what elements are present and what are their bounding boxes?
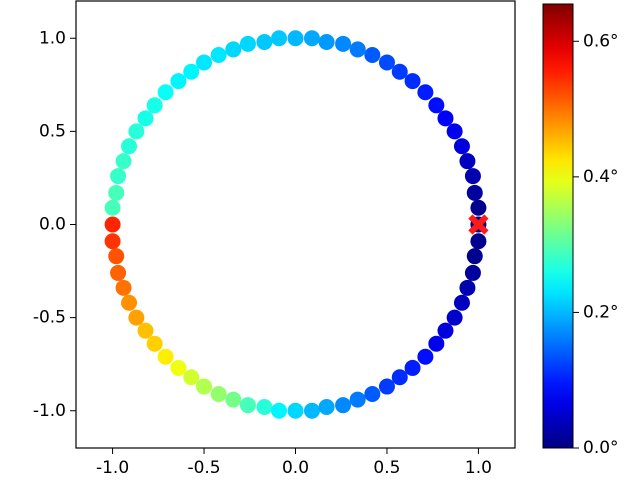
scatter-point [404,359,421,376]
scatter-point [210,47,227,64]
scatter-point [170,359,187,376]
scatter-point [349,391,366,408]
y-tick-label: -0.5 [33,308,66,328]
scatter-point [121,138,138,155]
scatter-point [446,309,463,326]
scatter-point [110,168,127,185]
scatter-point [437,110,454,127]
colorbar-tick-label: 0.6° [583,31,619,51]
scatter-point [128,123,145,140]
scatter-point [364,385,381,402]
scatter-point [239,35,256,52]
scatter-point [157,84,174,101]
x-tick-label: -0.5 [187,458,220,478]
scatter-point [417,348,434,365]
highlight-marker [468,214,489,235]
scatter-point [115,279,132,296]
scatter-point [459,279,476,296]
scatter-point [225,41,242,58]
colorbar [542,3,574,449]
scatter-point [470,199,487,216]
y-tick-label: 0.5 [39,121,66,141]
y-tick-label: 0.0 [39,215,66,235]
scatter-point [446,123,463,140]
colorbar-tick-label: 0.0° [583,438,619,458]
scatter-point [417,84,434,101]
x-tick-label: 0.5 [373,458,400,478]
scatter-point [146,97,163,114]
scatter-point [128,309,145,326]
scatter-point [271,402,288,419]
scatter-point [121,294,138,311]
x-tick-label: 1.0 [465,458,492,478]
scatter-point [335,35,352,52]
colorbar-tick-label: 0.4° [583,167,619,187]
scatter-point [404,73,421,90]
scatter-point [108,184,125,201]
plot-frame [75,0,516,449]
x-tick-label: 0.0 [282,458,309,478]
scatter-point [137,322,154,339]
scatter-point [104,216,121,233]
scatter-point [256,33,273,50]
scatter-point [146,335,163,352]
scatter-point [453,138,470,155]
y-tick-label: 1.0 [39,28,66,48]
scatter-point [196,378,213,395]
scatter-point [466,248,483,265]
scatter-point [115,153,132,170]
scatter-point [437,322,454,339]
scatter-point [470,233,487,250]
scatter-point [428,97,445,114]
scatter-point [464,168,481,185]
scatter-point [287,30,304,47]
scatter-point [104,233,121,250]
scatter-point [108,248,125,265]
scatter-point [210,385,227,402]
scatter-point [183,63,200,80]
scatter-point [287,402,304,419]
scatter-point [318,399,335,416]
scatter-point [170,73,187,90]
y-tick-label: -1.0 [33,401,66,421]
scatter-point [466,184,483,201]
scatter-point [137,110,154,127]
scatter-point [349,41,366,58]
scatter-point [225,391,242,408]
scatter-point [453,294,470,311]
scatter-point [110,264,127,281]
scatter-point [378,378,395,395]
scatter-point [459,153,476,170]
scatter-point [318,33,335,50]
x-tick-label: -1.0 [96,458,129,478]
scatter-point [157,348,174,365]
scatter-point [239,397,256,414]
scatter-point [378,54,395,71]
scatter-point [303,30,320,47]
scatter-point [196,54,213,71]
scatter-point [183,369,200,386]
scatter-point [464,264,481,281]
scatter-point [428,335,445,352]
scatter-point [104,199,121,216]
scatter-point [271,30,288,47]
scatter-point [303,402,320,419]
scatter-point [391,63,408,80]
scatter-point [364,47,381,64]
scatter-point [391,369,408,386]
scatter-point [256,399,273,416]
scatter-point [335,397,352,414]
colorbar-tick-label: 0.2° [583,302,619,322]
